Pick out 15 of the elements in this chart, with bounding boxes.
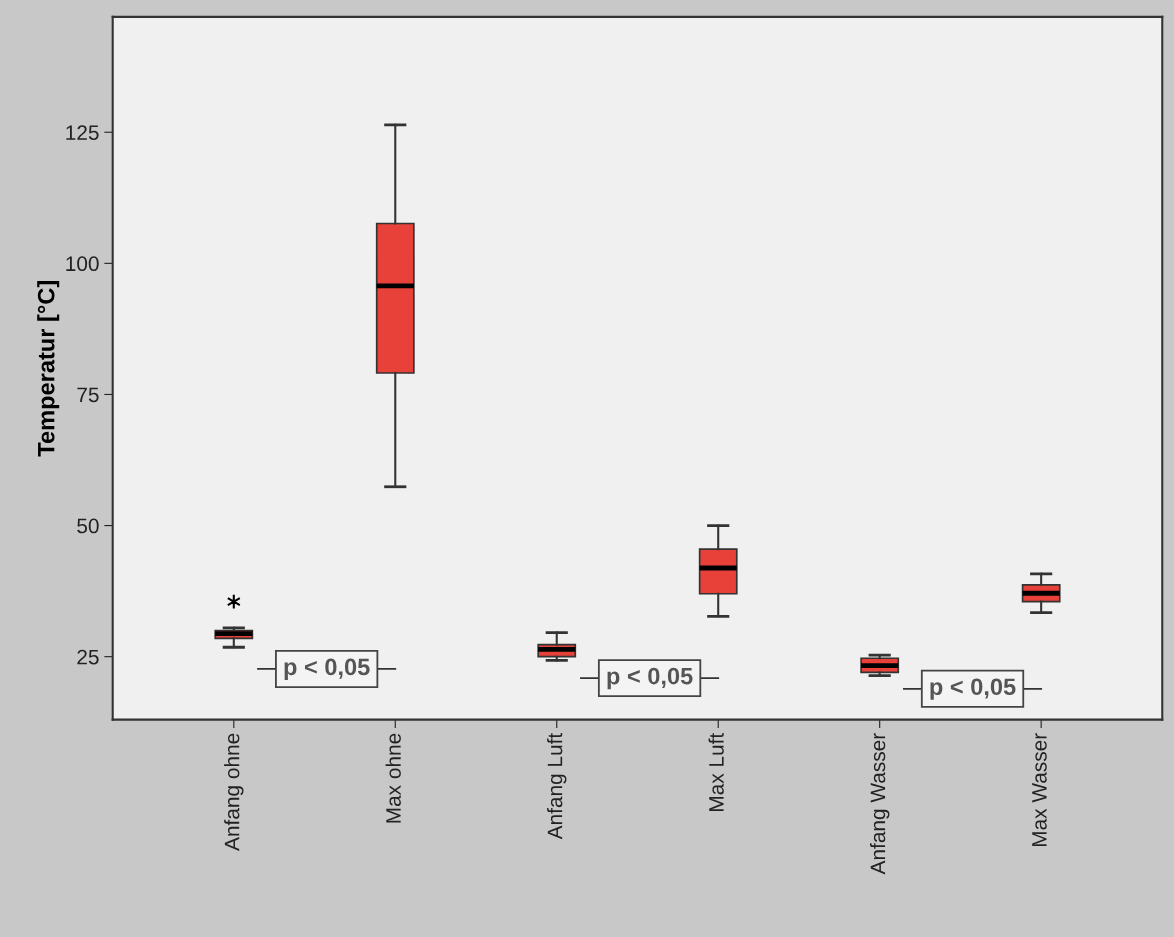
- y-tick-label: 25: [77, 649, 99, 665]
- x-tick-label: Max Luft: [708, 732, 724, 811]
- y-tick-label: 75: [77, 387, 99, 403]
- x-tick-label: Anfang Wasser: [870, 733, 890, 875]
- x-tick-label: Max ohne: [385, 733, 401, 823]
- y-tick-label: 100: [66, 256, 99, 272]
- annotation: p < 0,05: [607, 667, 693, 690]
- annotation: p < 0,05: [930, 678, 1016, 700]
- x-tick-label: Max Wasser: [1032, 733, 1047, 847]
- x-tick-label: Anfang ohne: [224, 733, 244, 851]
- y-axis-title: Temperatur [°C]: [37, 281, 60, 457]
- x-tick-label: Anfang Luft: [547, 732, 567, 840]
- y-tick-label: 50: [77, 518, 99, 534]
- y-tick-label: 125: [66, 125, 99, 140]
- annotation: p < 0,05: [284, 658, 370, 680]
